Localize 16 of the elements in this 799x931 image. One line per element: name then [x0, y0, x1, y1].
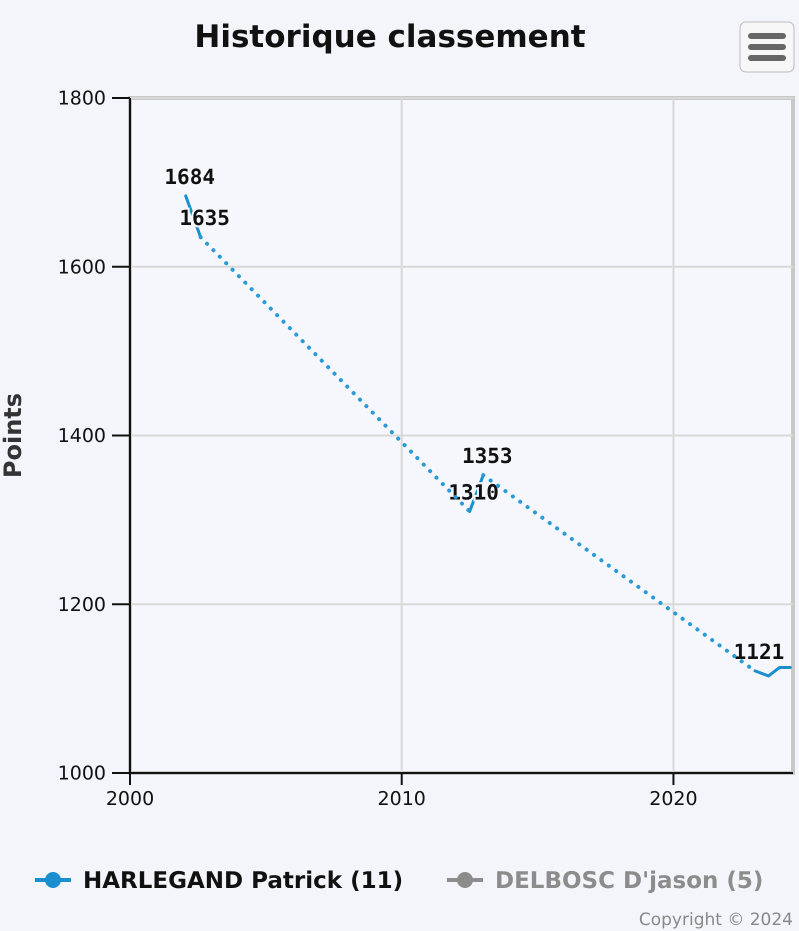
text: Copyright © 2024: [638, 910, 793, 930]
y-tick-label: 1600: [58, 256, 106, 278]
legend-label: HARLEGAND Patrick (11): [83, 868, 404, 894]
x-tick-label: 2010: [378, 788, 426, 810]
y-tick-label: 1200: [58, 594, 106, 616]
x-tick-label: 2000: [106, 788, 154, 810]
y-tick-label: 1800: [58, 88, 106, 110]
data-label: 1353: [462, 444, 513, 468]
data-label: 1684: [164, 164, 215, 189]
x-tick-label: 2020: [649, 788, 698, 810]
y-axis-title: Points: [0, 392, 27, 478]
y-tick-label: 1400: [58, 425, 106, 448]
y-tick-label: 1000: [58, 762, 106, 785]
legend-label: DELBOSC D'jason (5): [495, 868, 764, 894]
chart-title: Historique classement: [194, 19, 586, 55]
data-label: 1121: [734, 640, 784, 664]
